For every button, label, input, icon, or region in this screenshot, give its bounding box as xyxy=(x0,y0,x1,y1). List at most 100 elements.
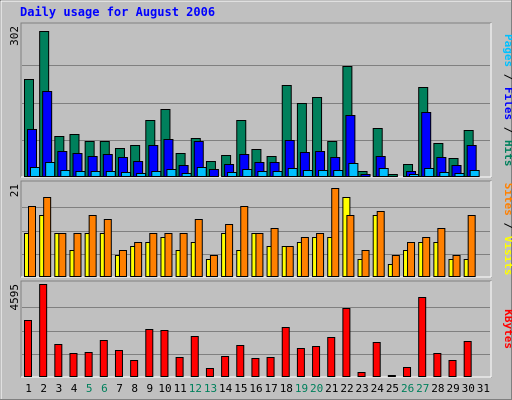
bar-pages-day-27 xyxy=(424,168,435,177)
bar-pages-day-15 xyxy=(242,169,253,177)
bar-pages-day-30 xyxy=(469,170,480,177)
bar-kbytes-day-17 xyxy=(266,357,275,377)
bar-pages-day-16 xyxy=(257,171,268,177)
bar-sites-day-5 xyxy=(88,215,97,277)
panel-bars xyxy=(24,284,472,377)
chart-panels: 302 Pages / Files / Hits 21 Sites / Visits 4… xyxy=(8,22,512,378)
bar-files-day-27 xyxy=(421,112,432,177)
bar-kbytes-day-28 xyxy=(433,353,442,377)
x-tick-label: 3 xyxy=(56,382,63,395)
bar-pages-day-4 xyxy=(75,171,86,177)
bar-sites-day-4 xyxy=(73,233,82,277)
bar-sites-day-24 xyxy=(376,211,385,277)
bar-sites-day-28 xyxy=(437,228,446,277)
bar-kbytes-day-13 xyxy=(205,368,214,377)
bar-sites-day-25 xyxy=(391,255,400,277)
x-tick-label: 13 xyxy=(204,382,217,395)
x-tick-label: 20 xyxy=(310,382,323,395)
y-max-label: 4595 xyxy=(8,284,21,311)
x-tick-label: 25 xyxy=(386,382,399,395)
legend-part: / xyxy=(502,120,512,140)
bar-sites-day-30 xyxy=(467,215,476,277)
bar-pages-day-7 xyxy=(120,172,131,177)
bar-sites-day-13 xyxy=(209,255,218,277)
bar-sites-day-2 xyxy=(43,197,52,277)
bar-pages-day-9 xyxy=(151,171,162,177)
x-tick-label: 1 xyxy=(25,382,32,395)
bar-pages-day-20 xyxy=(318,170,329,177)
bar-pages-day-26 xyxy=(409,174,420,177)
bar-sites-day-9 xyxy=(149,233,158,277)
bar-kbytes-day-25 xyxy=(387,375,396,377)
bar-kbytes-day-24 xyxy=(372,342,381,377)
bar-pages-day-8 xyxy=(136,173,147,177)
panel-kbytes: 4595 KBytes xyxy=(8,280,512,378)
legend-part: Pages xyxy=(502,34,512,67)
bar-pages-day-14 xyxy=(227,172,238,177)
x-tick-label: 18 xyxy=(280,382,293,395)
bar-pages-day-18 xyxy=(287,168,298,177)
bar-kbytes-day-21 xyxy=(327,337,336,377)
legend-part: Files xyxy=(502,87,512,120)
bar-pages-day-10 xyxy=(166,169,177,177)
bar-kbytes-day-3 xyxy=(54,344,63,377)
bar-sites-day-19 xyxy=(300,237,309,277)
bar-kbytes-day-5 xyxy=(84,352,93,377)
x-tick-label: 10 xyxy=(158,382,171,395)
bar-kbytes-day-8 xyxy=(130,360,139,377)
bar-kbytes-day-1 xyxy=(24,320,32,377)
bar-sites-day-11 xyxy=(179,233,188,277)
bar-kbytes-day-6 xyxy=(99,340,108,377)
legend-part: Hits xyxy=(502,140,512,167)
bar-kbytes-day-22 xyxy=(342,308,351,377)
x-tick-label: 7 xyxy=(116,382,123,395)
bar-kbytes-day-18 xyxy=(281,327,290,377)
bar-pages-day-28 xyxy=(439,172,450,177)
x-tick-label: 12 xyxy=(189,382,202,395)
bar-sites-day-10 xyxy=(164,233,173,277)
x-tick-label: 30 xyxy=(462,382,475,395)
bar-sites-day-21 xyxy=(331,188,340,277)
x-tick-label: 21 xyxy=(325,382,338,395)
panel-visits-sites: 21 Sites / Visits xyxy=(8,180,512,278)
x-tick-label: 15 xyxy=(234,382,247,395)
bar-sites-day-15 xyxy=(240,206,249,277)
x-tick-label: 28 xyxy=(431,382,444,395)
bar-pages-day-12 xyxy=(196,167,207,177)
bar-files-day-23 xyxy=(360,174,371,177)
x-tick-label: 27 xyxy=(416,382,429,395)
bar-pages-day-11 xyxy=(181,173,192,177)
x-tick-label: 14 xyxy=(219,382,233,395)
bar-pages-day-29 xyxy=(454,173,465,177)
bar-kbytes-day-4 xyxy=(69,353,78,377)
bar-pages-day-21 xyxy=(333,170,344,177)
bar-pages-day-3 xyxy=(60,170,71,177)
bar-kbytes-day-15 xyxy=(236,345,245,377)
bar-sites-day-27 xyxy=(422,237,431,277)
bar-kbytes-day-19 xyxy=(296,348,305,377)
series-legend: Pages / Files / Hits xyxy=(502,34,512,167)
x-tick-label: 16 xyxy=(249,382,262,395)
bar-pages-day-1 xyxy=(30,167,40,177)
x-tick-label: 22 xyxy=(340,382,353,395)
bar-pages-day-17 xyxy=(272,171,283,177)
legend-part: Sites xyxy=(502,183,512,216)
x-tick-label: 23 xyxy=(356,382,369,395)
x-tick-label: 8 xyxy=(131,382,138,395)
panel-bars xyxy=(24,31,480,177)
x-tick-label: 4 xyxy=(71,382,78,395)
bar-kbytes-day-16 xyxy=(251,358,260,377)
x-tick-label: 26 xyxy=(401,382,414,395)
legend-part: KBytes xyxy=(502,309,512,349)
bar-kbytes-day-9 xyxy=(145,329,154,377)
bar-sites-day-22 xyxy=(346,215,355,277)
x-tick-label: 24 xyxy=(371,382,385,395)
bar-kbytes-day-20 xyxy=(312,346,321,377)
bar-kbytes-day-12 xyxy=(190,336,199,377)
bar-kbytes-day-27 xyxy=(418,297,427,377)
bar-sites-day-16 xyxy=(255,233,264,277)
panel-hits-files-pages: 302 Pages / Files / Hits xyxy=(8,22,512,178)
x-tick-label: 9 xyxy=(147,382,154,395)
bar-kbytes-day-7 xyxy=(114,350,123,377)
